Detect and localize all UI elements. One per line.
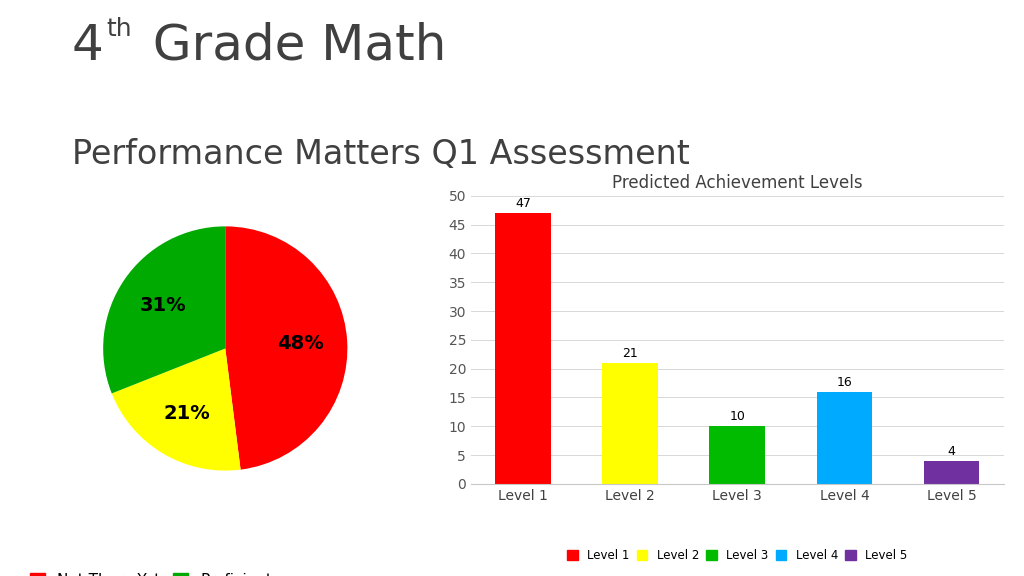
Title: Predicted Achievement Levels: Predicted Achievement Levels xyxy=(612,173,862,191)
Wedge shape xyxy=(112,348,241,471)
Text: 16: 16 xyxy=(837,376,852,389)
Text: 31%: 31% xyxy=(139,297,186,316)
Text: 47: 47 xyxy=(515,197,531,210)
Text: 4: 4 xyxy=(947,445,955,458)
Text: 4: 4 xyxy=(72,22,103,70)
Text: 48%: 48% xyxy=(278,334,325,353)
Legend: Not There Yet, Almost There, Proficient: Not There Yet, Almost There, Proficient xyxy=(26,569,276,576)
Text: 21: 21 xyxy=(623,347,638,360)
Bar xyxy=(496,213,551,484)
Text: 10: 10 xyxy=(729,410,745,423)
Wedge shape xyxy=(103,226,225,393)
Wedge shape xyxy=(225,226,347,469)
Bar xyxy=(924,461,979,484)
Text: Grade Math: Grade Math xyxy=(136,22,445,70)
Bar xyxy=(710,426,765,484)
Text: th: th xyxy=(105,17,131,41)
Legend: Level 1, Level 2, Level 3, Level 4, Level 5: Level 1, Level 2, Level 3, Level 4, Leve… xyxy=(565,547,909,564)
Bar xyxy=(602,363,658,484)
Bar xyxy=(816,392,872,484)
Text: 21%: 21% xyxy=(164,404,210,423)
Text: Performance Matters Q1 Assessment: Performance Matters Q1 Assessment xyxy=(72,138,689,170)
